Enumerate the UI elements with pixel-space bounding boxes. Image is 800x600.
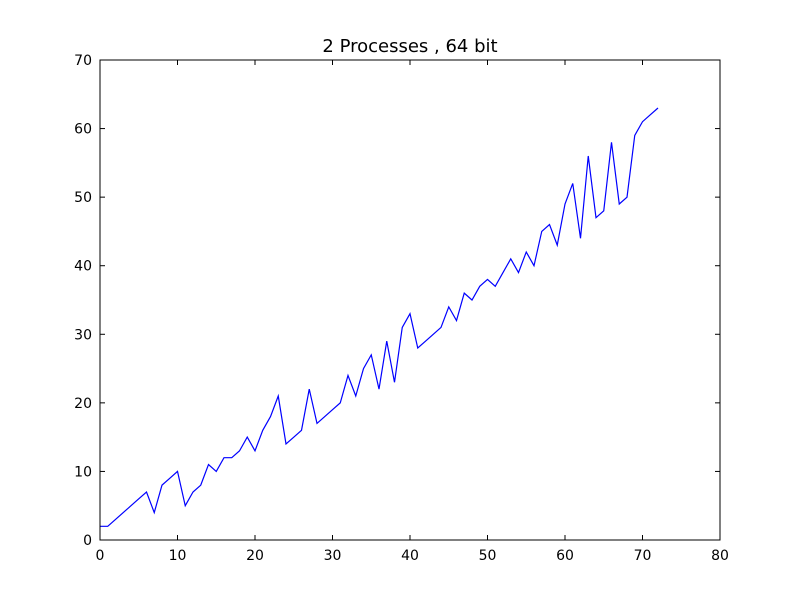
y-tick-label: 40	[74, 259, 92, 275]
x-tick-label: 0	[96, 548, 105, 564]
y-tick-label: 60	[74, 122, 92, 138]
x-tick-label: 70	[634, 548, 652, 564]
x-tick-label: 50	[479, 548, 497, 564]
plot-frame	[99, 59, 721, 541]
plot-layer	[100, 107, 659, 527]
x-tick-label: 40	[401, 548, 419, 564]
y-tick-label: 20	[74, 396, 92, 412]
y-tick-label: 70	[74, 53, 92, 69]
x-tick-label: 20	[246, 548, 264, 564]
series-line-0	[100, 107, 659, 527]
chart-title: 2 Processes , 64 bit	[322, 36, 497, 57]
x-tick-label: 10	[169, 548, 187, 564]
x-tick-label: 80	[711, 548, 729, 564]
y-tick-label: 10	[74, 464, 92, 480]
y-tick-label: 50	[74, 190, 92, 206]
y-tick-label: 0	[83, 533, 92, 549]
tick-layer: 0 10 20 30 40 50 60 70 80 0 10 20 30 40 50 60 70	[74, 53, 729, 564]
x-tick-label: 30	[324, 548, 342, 564]
y-tick-label: 30	[74, 327, 92, 343]
x-tick-label: 60	[556, 548, 574, 564]
